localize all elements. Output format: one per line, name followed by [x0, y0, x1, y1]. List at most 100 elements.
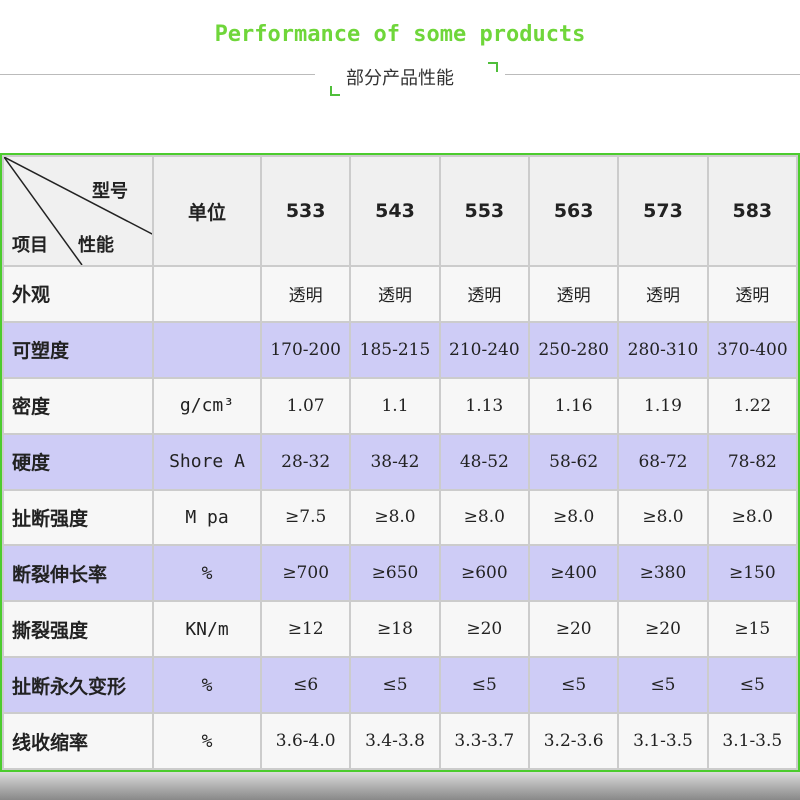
row-label: 可塑度 [4, 322, 152, 377]
table-cell: 3.6-4.0 [262, 714, 350, 768]
table-row: 硬度 Shore A 28-32 38-42 48-52 58-62 68-72 78-82 [4, 434, 796, 489]
row-label: 密度 [4, 378, 152, 433]
table-cell: M pa [154, 490, 260, 545]
table-cell: ≥8.0 [351, 490, 439, 545]
table-cell: 1.07 [262, 378, 350, 433]
table-cell: ≥380 [619, 546, 707, 601]
table-cell: 48-52 [440, 434, 528, 489]
table-cell: 58-62 [529, 434, 618, 489]
column-header: 553 [440, 157, 528, 265]
table-cell: ≥8.0 [619, 490, 707, 545]
table-cell: 68-72 [619, 434, 707, 489]
table: 型号性能 项目 单位 533 543 553 563 573 583 外观 透明 透明 透明 透明 透明 透明… [2, 155, 798, 770]
table-cell: ≥8.0 [708, 490, 796, 545]
table-cell: 3.1-3.5 [619, 714, 707, 768]
row-label: 线收缩率 [4, 714, 152, 768]
table-cell: % [154, 714, 260, 768]
table-row: 密度 g/cm³ 1.07 1.1 1.13 1.16 1.19 1.22 [4, 378, 796, 433]
table-cell: ≥15 [708, 602, 796, 657]
table-row: 撕裂强度 KN/m ≥12 ≥18 ≥20 ≥20 ≥20 ≥15 [4, 602, 796, 657]
diagonals [4, 157, 152, 265]
table-cell: 1.19 [619, 378, 707, 433]
table-cell: 透明 [708, 267, 796, 321]
table-cell: 28-32 [262, 434, 350, 489]
table-cell: ≥650 [351, 546, 439, 601]
table-frame: 型号性能 项目 单位 533 543 553 563 573 583 外观 透明 透明 透明 透明 透明 透明… [0, 153, 800, 772]
row-label: 扯断强度 [4, 490, 152, 545]
divider [0, 74, 315, 75]
table-cell: ≤5 [708, 658, 796, 712]
table-cell: 280-310 [619, 322, 707, 377]
table-row: 线收缩率% 3.6-4.0 3.4-3.8 3.3-3.7 3.2-3.6 3.1-3.5… [4, 714, 796, 768]
table-cell: ≥20 [440, 602, 528, 657]
table-cell: ≤5 [529, 658, 618, 712]
table-cell: 透明 [529, 267, 618, 321]
subtitle: 部分产品性能 [346, 68, 454, 89]
table-cell: 1.22 [708, 378, 796, 433]
table-cell: ≥8.0 [440, 490, 528, 545]
column-header: 543 [351, 157, 439, 265]
table-cell: % [154, 546, 260, 601]
table-cell: 1.1 [351, 378, 439, 433]
table-row: 外观 透明 透明 透明 透明 透明 透明 [4, 267, 796, 321]
table-cell: 3.3-3.7 [440, 714, 528, 768]
table-cell: 185-215 [351, 322, 439, 377]
corner-label: 性能 [78, 235, 114, 256]
table-cell: 3.2-3.6 [529, 714, 618, 768]
table-row: 扯断强度 M pa ≥7.5 ≥8.0 ≥8.0 ≥8.0 ≥8.0 ≥8.0 [4, 490, 796, 545]
corner-label: 项目 [12, 235, 48, 256]
divider [505, 74, 800, 75]
table-row: 断裂伸长率% ≥700 ≥650 ≥600 ≥400 ≥380 ≥150 [4, 546, 796, 601]
column-header: 573 [619, 157, 707, 265]
table-cell: ≥20 [619, 602, 707, 657]
table-cell: ≥700 [262, 546, 350, 601]
column-header: 单位 [154, 157, 260, 265]
corner-label: 型号 [92, 181, 128, 202]
table-cell: KN/m [154, 602, 260, 657]
row-label: 硬度 [4, 434, 152, 489]
table-cell: ≥7.5 [262, 490, 350, 545]
table-cell: Shore A [154, 434, 260, 489]
table-cell: ≥8.0 [529, 490, 618, 545]
table-cell: ≥12 [262, 602, 350, 657]
table-row: 扯断永久变形% ≤6 ≤5 ≤5 ≤5 ≤5 ≤5 [4, 658, 796, 712]
bracket [488, 62, 498, 72]
table-cell: ≥18 [351, 602, 439, 657]
table-cell: ≥400 [529, 546, 618, 601]
table-cell: ≤5 [351, 658, 439, 712]
table-cell: 透明 [619, 267, 707, 321]
row-label: 断裂伸长率 [4, 546, 152, 601]
table-cell: 170-200 [262, 322, 350, 377]
table-cell: 250-280 [529, 322, 618, 377]
table-cell: ≤6 [262, 658, 350, 712]
bracket [330, 86, 340, 96]
table-cell: ≥20 [529, 602, 618, 657]
header-row: 型号性能 项目 单位 533 543 553 563 573 583 [4, 157, 796, 265]
column-header: 533 [262, 157, 350, 265]
table-cell: 3.1-3.5 [708, 714, 796, 768]
table-cell: 1.13 [440, 378, 528, 433]
table-cell: 210-240 [440, 322, 528, 377]
table-cell [154, 322, 260, 377]
table-cell: % [154, 658, 260, 712]
column-header: 583 [708, 157, 796, 265]
table-cell: 38-42 [351, 434, 439, 489]
title: Performance of some products [214, 22, 586, 47]
column-header: 563 [529, 157, 618, 265]
corner-cell: 型号性能 项目 [4, 157, 152, 265]
table-cell: 透明 [351, 267, 439, 321]
table-cell: ≥150 [708, 546, 796, 601]
table-cell: ≤5 [619, 658, 707, 712]
table-row: 可塑度 170-200 185-215 210-240 250-280 280-310 37… [4, 322, 796, 377]
row-label: 撕裂强度 [4, 602, 152, 657]
table-cell [154, 267, 260, 321]
table-cell: 透明 [440, 267, 528, 321]
table-cell: 370-400 [708, 322, 796, 377]
table-cell: 透明 [262, 267, 350, 321]
table-cell: ≥600 [440, 546, 528, 601]
table-cell: ≤5 [440, 658, 528, 712]
table-cell: 3.4-3.8 [351, 714, 439, 768]
table-cell: g/cm³ [154, 378, 260, 433]
table-cell: 1.16 [529, 378, 618, 433]
